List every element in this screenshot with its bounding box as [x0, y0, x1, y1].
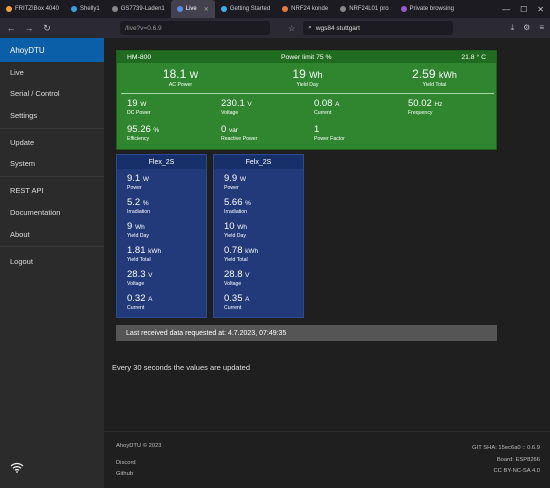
- footer-git-sha: GIT SHA: 15ec6a0 :: 0.6.9: [472, 445, 540, 451]
- wifi-icon: [10, 462, 24, 476]
- inverter-header: HM-800 Power limit 75 % 21.8 ° C: [117, 51, 496, 63]
- panel-yield-total: 1.81 kWh Yield Total: [127, 245, 162, 263]
- sidebar-item-logout[interactable]: Logout: [10, 257, 33, 266]
- close-window-icon[interactable]: ✕: [537, 4, 544, 14]
- footer-divider: [104, 431, 550, 432]
- browser-tab[interactable]: NRF24 konde: [276, 0, 334, 18]
- browser-tab-bar: FRITZ!Box 4040 Shelly1 GS7739-Laden1 Liv…: [0, 0, 550, 18]
- inverter-temperature: 21.8 ° C: [461, 53, 486, 61]
- sidebar-item-rest-api[interactable]: REST API: [10, 186, 44, 195]
- search-bar[interactable]: ⌕ wgs84 stuttgart: [303, 21, 454, 35]
- back-icon[interactable]: ←: [6, 23, 16, 33]
- panel-yield-total: 0.78 kWh Yield Total: [224, 245, 259, 263]
- menu-icon[interactable]: ≡: [539, 23, 544, 32]
- panel-current: 0.35 A Current: [224, 293, 250, 311]
- sidebar-item-system[interactable]: System: [10, 159, 36, 168]
- inverter-divider: [121, 93, 494, 94]
- search-icon: ⌕: [308, 24, 312, 31]
- inverter-name: HM-800: [127, 53, 152, 61]
- favicon-icon: [6, 6, 12, 12]
- favicon-icon: [71, 6, 78, 12]
- sidebar-divider: [0, 246, 104, 247]
- extensions-icon[interactable]: ⚙: [523, 23, 531, 32]
- sidebar-item-about[interactable]: About: [10, 230, 30, 239]
- efficiency: 95.26 % Efficiency: [127, 124, 160, 142]
- sidebar-item-live[interactable]: Live: [10, 68, 24, 77]
- browser-tab[interactable]: FRITZ!Box 4040: [0, 0, 65, 18]
- sidebar-item-serial-control[interactable]: Serial / Control: [10, 89, 60, 98]
- panel-yield-day: 9 Wh Yield Day: [127, 221, 150, 239]
- reload-icon[interactable]: ↻: [43, 22, 51, 33]
- power-limit: Power limit 75 %: [280, 53, 332, 61]
- dc-power: 19 W DC Power: [127, 98, 151, 116]
- sidebar-item-update[interactable]: Update: [10, 138, 35, 147]
- ac-voltage: 230.1 V Voltage: [221, 98, 252, 116]
- sidebar: AhoyDTU Live Serial / Control Settings U…: [0, 38, 104, 488]
- footer-link-discord[interactable]: Discord: [116, 460, 136, 466]
- favicon-icon: [340, 6, 347, 12]
- footer-board: Board: ESP8266: [496, 457, 540, 463]
- browser-tab[interactable]: NRF24L01 pro: [334, 0, 394, 18]
- panel-voltage: 28.3 V Voltage: [127, 269, 153, 287]
- panel-name: Felx_2S: [214, 155, 303, 169]
- maximize-icon[interactable]: ☐: [520, 4, 528, 14]
- footer-copyright: AhoyDTU © 2023: [116, 443, 162, 449]
- panel-irradiation: 5.2 % Irradiation: [127, 197, 151, 215]
- forward-icon[interactable]: →: [24, 23, 34, 33]
- reactive-power: 0 var Reactive Power: [221, 124, 258, 142]
- browser-tab[interactable]: Shelly1: [65, 0, 106, 18]
- browser-nav-bar: ← → ↻ /live?v=0.6.9 ☆ ⌕ wgs84 stuttgart ⤓…: [0, 18, 550, 38]
- brand-logo[interactable]: AhoyDTU: [0, 38, 104, 62]
- favicon-icon: [111, 6, 118, 12]
- footer-license[interactable]: CC BY-NC-SA 4.0: [493, 468, 541, 474]
- yield-day: 19 Wh Yield Day: [292, 67, 323, 88]
- panel-yield-day: 10 Wh Yield Day: [224, 221, 247, 239]
- panel-power: 9.9 W Power: [224, 173, 246, 191]
- main-content: HM-800 Power limit 75 % 21.8 ° C 18.1 W …: [104, 38, 550, 488]
- status-bar: Last received data requested at: 4.7.202…: [116, 325, 497, 341]
- frequency: 50.02 Hz Frequency: [408, 98, 443, 116]
- power-factor: 1 Power Factor: [314, 124, 345, 142]
- browser-tab[interactable]: GS7739-Laden1: [106, 0, 171, 18]
- inverter-card: HM-800 Power limit 75 % 21.8 ° C 18.1 W …: [116, 50, 497, 150]
- footer-link-github[interactable]: Github: [116, 471, 134, 477]
- panel-current: 0.32 A Current: [127, 293, 153, 311]
- favicon-icon: [282, 6, 289, 12]
- ac-power: 18.1 W AC Power: [162, 67, 199, 88]
- private-browsing-indicator: Private browsing: [395, 0, 460, 18]
- minimize-icon[interactable]: —: [502, 4, 511, 14]
- browser-tab[interactable]: Getting Started: [215, 0, 276, 18]
- url-bar[interactable]: /live?v=0.6.9: [120, 21, 270, 35]
- yield-total: 2.59 kWh Yield Total: [412, 67, 457, 88]
- panel-irradiation: 5.66 % Irradiation: [224, 197, 251, 215]
- sidebar-divider: [0, 176, 104, 177]
- panel-card: Flex_2S 9.1 W Power 5.2 % Irradiation 9 Wh…: [116, 154, 207, 318]
- panel-name: Flex_2S: [117, 155, 206, 169]
- bookmark-star-icon[interactable]: ☆: [288, 23, 296, 33]
- ac-current: 0.08 A Current: [314, 98, 340, 116]
- favicon-icon: [176, 6, 183, 12]
- download-icon[interactable]: ⤓: [510, 23, 515, 32]
- panel-voltage: 28.8 V Voltage: [224, 269, 250, 287]
- browser-tab-active[interactable]: Live ✕: [170, 0, 215, 18]
- panel-power: 9.1 W Power: [127, 173, 149, 191]
- sidebar-divider: [0, 128, 104, 129]
- panel-card: Felx_2S 9.9 W Power 5.66 % Irradiation 10 …: [213, 154, 304, 318]
- refresh-note: Every 30 seconds the values are updated: [112, 363, 251, 372]
- sidebar-item-documentation[interactable]: Documentation: [10, 208, 61, 217]
- private-mask-icon: [400, 6, 407, 12]
- sidebar-item-settings[interactable]: Settings: [10, 111, 38, 120]
- close-tab-icon[interactable]: ✕: [203, 6, 209, 13]
- favicon-icon: [220, 6, 227, 12]
